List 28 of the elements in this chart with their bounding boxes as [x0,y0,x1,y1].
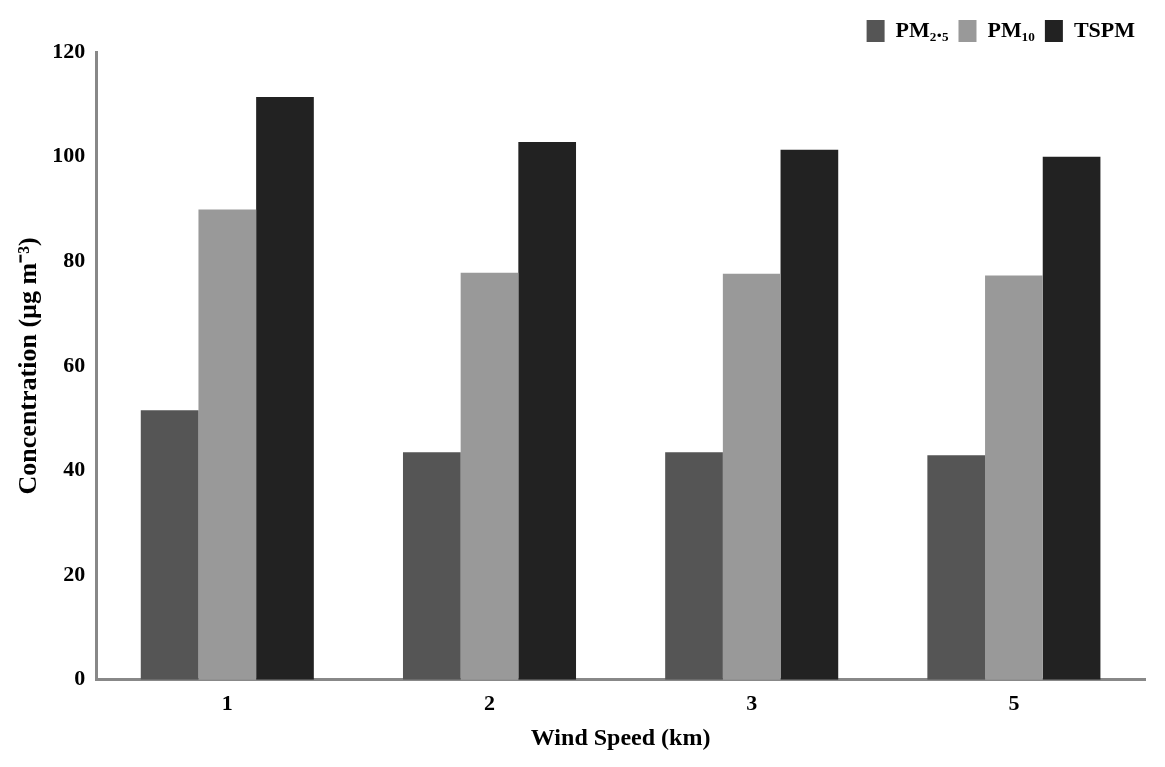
y-tick-label: 60 [63,351,86,377]
bar [140,410,199,680]
bar [256,96,314,680]
x-axis-title: Wind Speed (km) [530,723,711,750]
bar [665,452,723,680]
y-axis-title: Concentration (µg m⁻³) [13,237,43,495]
x-tick-label: 5 [1008,689,1020,715]
bar [780,149,839,680]
x-tick-label: 3 [746,689,758,715]
bar [722,273,781,680]
legend-label: PM₁₀ [987,16,1036,42]
y-tick-label: 120 [52,37,86,63]
bar [402,452,461,680]
x-tick-label: 2 [484,689,495,715]
bar [927,455,986,680]
y-tick-label: 20 [63,560,86,586]
y-tick-label: 80 [63,246,86,272]
bar [1042,156,1101,680]
legend-label: TSPM [1073,16,1136,42]
y-tick-label: 100 [52,142,86,168]
bar [460,272,519,680]
y-tick-label: 40 [63,456,86,482]
bar [518,141,577,680]
bar [985,275,1043,680]
y-tick-label: 0 [74,665,86,691]
legend-label: PM₂.₅ [895,16,949,42]
bar [198,209,257,680]
x-tick-label: 1 [221,689,233,715]
